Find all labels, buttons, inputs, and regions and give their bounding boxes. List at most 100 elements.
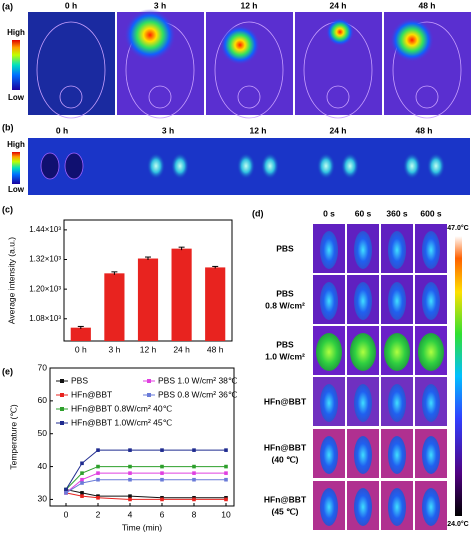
row-label: HFn@BBT [264, 494, 307, 504]
x-tick-label: 4 [128, 509, 133, 519]
mouse [354, 384, 372, 422]
y-tick-label: 60 [38, 395, 48, 405]
colorbar [12, 152, 20, 184]
legend-marker [60, 379, 64, 383]
mouse-outline [214, 21, 284, 119]
scale-max: 47.0°C [447, 224, 468, 232]
time-label: 0 h [56, 125, 68, 135]
time-label: 12 h [249, 125, 266, 135]
mouse [418, 333, 444, 371]
marker [64, 491, 68, 495]
marker [128, 477, 132, 482]
mouse [422, 282, 440, 320]
column-label: 0 s [323, 208, 335, 218]
panel-label: (a) [2, 1, 13, 11]
bar [137, 258, 159, 341]
marker [96, 471, 100, 475]
column-label: 360 s [386, 208, 408, 218]
time-label: 3 h [154, 0, 166, 10]
mouse [320, 488, 338, 526]
bar [205, 267, 226, 341]
hot-spot [220, 25, 260, 65]
x-tick-label: 48 h [207, 344, 224, 354]
y-tick-label: 50 [38, 428, 48, 438]
x-tick-label: 10 [221, 509, 231, 519]
mouse [388, 282, 406, 320]
time-label: 12 h [240, 0, 257, 10]
bar [104, 273, 125, 341]
legend-label: HFn@BBT [71, 389, 112, 399]
mouse [388, 231, 406, 269]
row-label: PBS [276, 288, 294, 298]
bar [171, 248, 192, 341]
mouse-outline [392, 21, 462, 119]
colorbar-low: Low [8, 185, 25, 194]
y-tick-label: 30 [38, 494, 48, 504]
row-label: PBS [276, 243, 294, 253]
panel-label: (c) [2, 204, 13, 214]
marker [96, 477, 100, 482]
marker [128, 464, 132, 469]
column-label: 600 s [420, 208, 442, 218]
legend-marker [147, 379, 151, 383]
column-label: 60 s [355, 208, 372, 218]
x-tick-label: 12 h [140, 344, 157, 354]
y-tick-label: 1.32×10³ [29, 255, 61, 264]
mouse [354, 231, 372, 269]
organ [147, 153, 165, 179]
legend-marker [60, 407, 64, 411]
marker [80, 491, 84, 495]
x-tick-label: 2 [96, 509, 101, 519]
y-axis-label: Temperature (℃) [8, 404, 18, 469]
row-label: 0.8 W/cm² [265, 300, 305, 310]
mouse [320, 436, 338, 474]
time-label: 48 h [415, 125, 432, 135]
time-label: 24 h [329, 0, 346, 10]
hot-spot [390, 18, 434, 62]
legend-label: PBS 0.8 W/cm² 36℃ [158, 389, 238, 399]
mouse [354, 282, 372, 320]
colorbar-high: High [7, 140, 25, 149]
mouse [388, 436, 406, 474]
mouse [388, 488, 406, 526]
marker [96, 495, 100, 500]
hot-spot [124, 9, 176, 61]
time-label: 0 h [65, 0, 77, 10]
marker [160, 477, 164, 482]
bladder-outline [237, 85, 261, 109]
y-tick-label: 1.44×10³ [29, 225, 61, 234]
organ [427, 153, 445, 179]
mouse-outline [36, 21, 106, 119]
line [65, 479, 226, 494]
mouse [320, 282, 338, 320]
marker [224, 471, 228, 475]
marker [96, 448, 100, 452]
bladder-outline [326, 85, 350, 109]
y-tick-label: 70 [38, 362, 48, 372]
mouse [354, 488, 372, 526]
mouse [422, 436, 440, 474]
marker [192, 464, 196, 469]
x-axis-label: Time (min) [122, 522, 162, 532]
organ [40, 152, 60, 180]
legend-label: PBS 1.0 W/cm² 38℃ [158, 375, 238, 385]
legend-label: HFn@BBT 1.0W/cm² 45℃ [71, 417, 173, 427]
marker [128, 494, 132, 498]
mouse [422, 384, 440, 422]
thermal-image [28, 12, 115, 115]
marker [160, 497, 164, 502]
marker [160, 448, 164, 452]
organ [237, 153, 255, 179]
panel-label: (e) [2, 366, 13, 376]
bar [70, 327, 91, 341]
x-tick-label: 0 [64, 509, 69, 519]
line [65, 492, 226, 500]
marker [128, 448, 132, 452]
marker [224, 464, 228, 469]
row-label: 1.0 W/cm² [265, 351, 305, 361]
time-label: 24 h [329, 125, 346, 135]
mouse [388, 384, 406, 422]
organ [64, 152, 84, 180]
legend-label: PBS [71, 375, 88, 385]
marker [64, 487, 68, 492]
